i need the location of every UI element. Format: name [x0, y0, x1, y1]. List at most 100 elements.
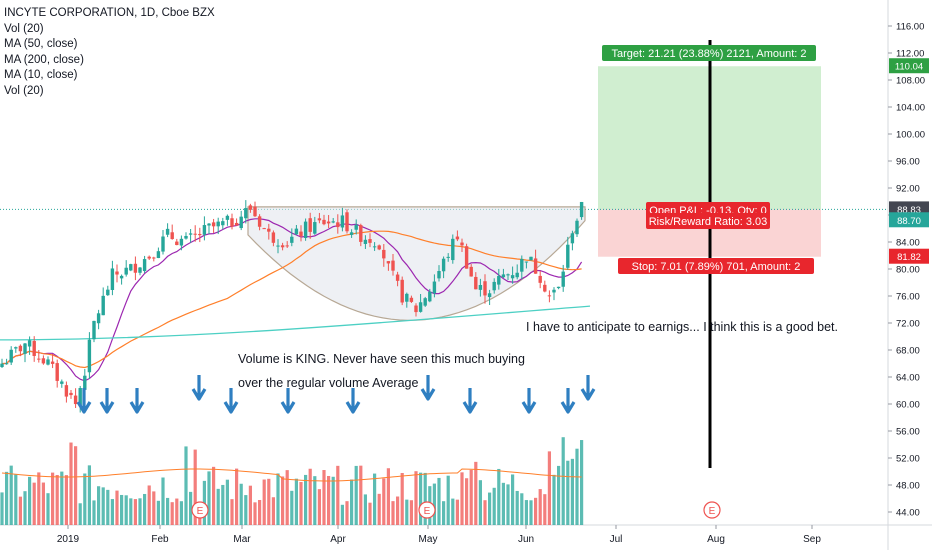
candle-body — [372, 246, 377, 248]
volume-bar — [290, 490, 294, 525]
candle-body — [225, 215, 230, 220]
volume-bar — [432, 483, 436, 525]
volume-bar — [547, 451, 551, 525]
price-tick-label: 116.00 — [896, 22, 924, 33]
candle-body — [138, 267, 142, 273]
volume-bar — [18, 496, 22, 525]
volume-bar — [534, 497, 538, 525]
volume-bar — [483, 500, 487, 525]
time-tick-label: Aug — [707, 534, 725, 545]
candle-body — [340, 215, 345, 228]
volume-bar — [437, 477, 441, 525]
legend-vol[interactable]: Vol (20) — [4, 22, 44, 35]
volume-bar — [0, 492, 4, 525]
candle-body — [543, 284, 547, 292]
volume-bar — [51, 472, 55, 525]
earnings-marker-label: E — [709, 506, 716, 517]
price-badge-label: 81.82 — [897, 252, 921, 263]
volume-bar — [488, 492, 492, 525]
candle-body — [27, 340, 32, 347]
volume-bar — [248, 485, 252, 525]
legend-ma200[interactable]: MA (200, close) — [4, 53, 84, 66]
volume-bar — [193, 449, 197, 525]
volume-bar — [244, 495, 248, 525]
candle-body — [50, 361, 55, 364]
candle-body — [474, 276, 478, 290]
price-badge-label: 88.83 — [897, 205, 921, 216]
price-badge — [889, 248, 929, 264]
candle-body — [524, 261, 529, 263]
volume-bar — [552, 474, 556, 525]
volume-bar — [74, 446, 78, 525]
earnings-marker — [418, 501, 436, 519]
candle-body — [575, 220, 579, 235]
candle-body — [119, 275, 124, 279]
candle-body — [271, 232, 276, 243]
candle-body — [405, 293, 409, 302]
volume-bar — [60, 471, 64, 525]
down-arrow-icon — [76, 388, 92, 414]
volume-bar — [239, 483, 243, 525]
legend-title[interactable]: INCYTE CORPORATION, 1D, Cboe BZX — [4, 7, 215, 19]
candle-body — [354, 224, 358, 230]
volume-bar — [377, 493, 381, 525]
volume-bar — [92, 500, 96, 525]
candle-body — [106, 289, 110, 296]
rr-label: Risk/Reward Ratio: 3.03 — [649, 216, 768, 228]
volume-bar — [212, 466, 216, 525]
volume-bar — [511, 474, 515, 525]
price-badge — [889, 58, 929, 74]
volume-bar — [299, 481, 303, 525]
earnings-note: I have to anticipate to earnigs... I thi… — [526, 320, 838, 334]
volume-bar — [382, 478, 386, 525]
price-badge — [889, 212, 929, 228]
candle-body — [478, 285, 483, 290]
volume-note-line1: Volume is KING. Never have seen this muc… — [238, 352, 525, 366]
volume-bar — [386, 468, 390, 525]
volume-bar — [101, 487, 105, 525]
candle-body — [92, 320, 96, 340]
volume-bar — [147, 485, 151, 525]
volume-bar — [32, 482, 36, 525]
candle-body — [446, 256, 450, 258]
volume-bar — [359, 465, 363, 525]
legend-ma50[interactable]: MA (50, close) — [4, 38, 78, 50]
candle-body — [561, 271, 565, 287]
candle-body — [133, 263, 138, 273]
candle-body — [391, 260, 395, 271]
volume-bar — [129, 498, 133, 525]
price-tick-label: 60.00 — [896, 400, 920, 411]
candle-body — [46, 359, 50, 365]
candle-body — [0, 363, 4, 368]
candle-body — [188, 233, 193, 235]
candle-body — [464, 246, 469, 269]
candle-body — [460, 242, 464, 246]
legend-ma10[interactable]: MA (10, close) — [4, 69, 78, 81]
volume-bar — [23, 491, 27, 525]
volume-bar — [442, 501, 446, 525]
volume-bar — [419, 472, 423, 525]
volume-bar — [156, 500, 160, 525]
candle-body — [566, 244, 570, 268]
volume-bar — [409, 500, 413, 525]
price-tick-label: 76.00 — [896, 292, 920, 303]
ma50-line — [1, 230, 582, 369]
volume-bar — [520, 493, 524, 525]
volume-bar — [124, 495, 128, 525]
legend-vol-2[interactable]: Vol (20) — [4, 84, 44, 97]
volume-bar — [304, 474, 308, 525]
volume-bar — [179, 501, 183, 525]
candle-body — [501, 274, 506, 278]
candle-body — [547, 295, 552, 297]
candle-body — [570, 233, 575, 244]
time-tick-label: Sep — [803, 534, 821, 545]
candle-body — [418, 302, 423, 312]
volume-bar — [216, 488, 220, 525]
candle-body — [349, 232, 354, 235]
price-tick-label: 100.00 — [896, 130, 925, 141]
time-tick-label: Feb — [151, 534, 169, 545]
candle-body — [60, 381, 64, 384]
volume-bar — [110, 499, 114, 525]
